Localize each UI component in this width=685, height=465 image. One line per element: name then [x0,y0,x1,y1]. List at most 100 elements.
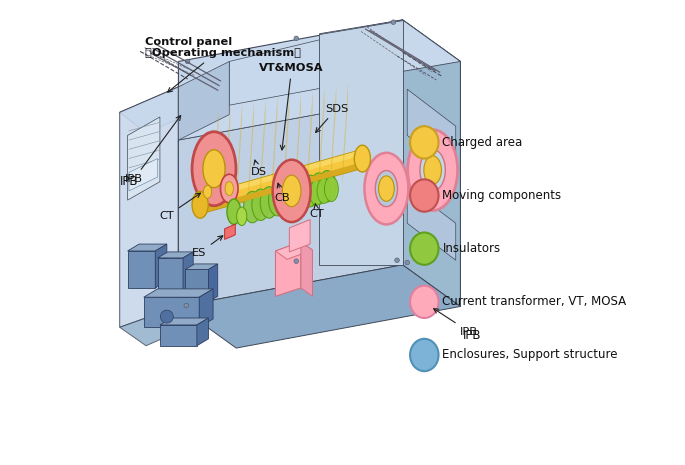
Polygon shape [160,325,197,346]
Polygon shape [144,297,199,327]
Polygon shape [178,61,229,140]
Text: Moving components: Moving components [443,189,562,202]
Polygon shape [229,20,403,115]
Polygon shape [199,149,363,214]
Polygon shape [284,93,289,197]
Ellipse shape [227,199,241,225]
Polygon shape [197,318,208,346]
Text: Insulators: Insulators [443,242,501,255]
Ellipse shape [410,339,438,371]
Ellipse shape [203,150,225,188]
Polygon shape [342,82,348,186]
Polygon shape [319,20,460,75]
Circle shape [294,259,299,264]
Circle shape [186,59,190,64]
Ellipse shape [317,179,331,203]
Polygon shape [178,45,403,306]
Text: Control panel
（Operating mechanism）: Control panel （Operating mechanism） [145,37,301,92]
Ellipse shape [192,192,208,218]
Ellipse shape [354,145,371,172]
Ellipse shape [203,186,212,198]
Ellipse shape [310,180,323,205]
Ellipse shape [280,188,294,213]
Polygon shape [186,264,218,270]
Text: IPB: IPB [120,175,138,188]
Polygon shape [208,264,218,302]
Ellipse shape [410,126,438,159]
Polygon shape [331,84,336,188]
Polygon shape [120,87,204,133]
Polygon shape [260,97,266,201]
Ellipse shape [310,173,327,204]
Ellipse shape [295,184,309,209]
Polygon shape [199,162,363,214]
Polygon shape [158,252,193,258]
Polygon shape [127,117,160,200]
Polygon shape [249,100,254,204]
Polygon shape [178,265,460,348]
Circle shape [294,36,299,40]
Text: VT&MOSA: VT&MOSA [260,63,324,150]
Polygon shape [120,306,204,346]
Polygon shape [199,149,363,201]
Text: Enclosures, Support structure: Enclosures, Support structure [443,348,618,361]
Ellipse shape [192,132,236,206]
Polygon shape [319,86,325,191]
Circle shape [395,258,399,263]
Polygon shape [225,104,230,208]
Polygon shape [319,20,403,265]
Ellipse shape [424,156,441,185]
Ellipse shape [236,207,247,226]
Polygon shape [127,251,155,288]
Ellipse shape [410,232,438,265]
Text: IPB: IPB [125,116,181,184]
Polygon shape [225,224,235,239]
Ellipse shape [252,189,269,220]
Ellipse shape [277,182,295,213]
Ellipse shape [269,185,286,216]
Ellipse shape [375,171,397,206]
Ellipse shape [293,178,311,209]
Ellipse shape [302,182,316,207]
Polygon shape [407,186,456,260]
Circle shape [391,20,396,25]
Polygon shape [183,252,193,292]
Text: CT: CT [310,203,325,219]
Text: ES: ES [192,236,223,258]
Ellipse shape [410,179,438,212]
Polygon shape [186,270,208,302]
Polygon shape [295,91,301,195]
Circle shape [184,303,188,308]
Polygon shape [236,102,242,206]
Ellipse shape [410,286,438,318]
Polygon shape [403,20,460,306]
Ellipse shape [282,175,301,206]
Polygon shape [272,95,277,199]
Text: CB: CB [275,183,290,203]
Polygon shape [160,318,208,325]
Ellipse shape [325,177,338,201]
Ellipse shape [285,180,303,211]
Polygon shape [289,219,310,252]
Text: DS: DS [251,160,266,178]
Polygon shape [199,289,213,327]
Ellipse shape [225,182,234,195]
Polygon shape [178,99,403,306]
Polygon shape [158,258,183,292]
Ellipse shape [221,174,238,203]
Text: Charged area: Charged area [443,136,523,149]
Polygon shape [127,244,167,251]
Text: IPB: IPB [434,309,478,337]
Circle shape [405,260,410,265]
Polygon shape [178,20,403,87]
Ellipse shape [302,175,319,206]
Text: SDS: SDS [316,104,348,133]
Polygon shape [403,20,460,306]
Text: CT: CT [159,193,201,221]
Ellipse shape [319,171,336,202]
Ellipse shape [364,153,408,225]
Polygon shape [301,242,312,296]
Polygon shape [120,87,178,327]
Polygon shape [307,89,313,193]
Text: Current transformer, VT, MOSA: Current transformer, VT, MOSA [443,295,627,308]
